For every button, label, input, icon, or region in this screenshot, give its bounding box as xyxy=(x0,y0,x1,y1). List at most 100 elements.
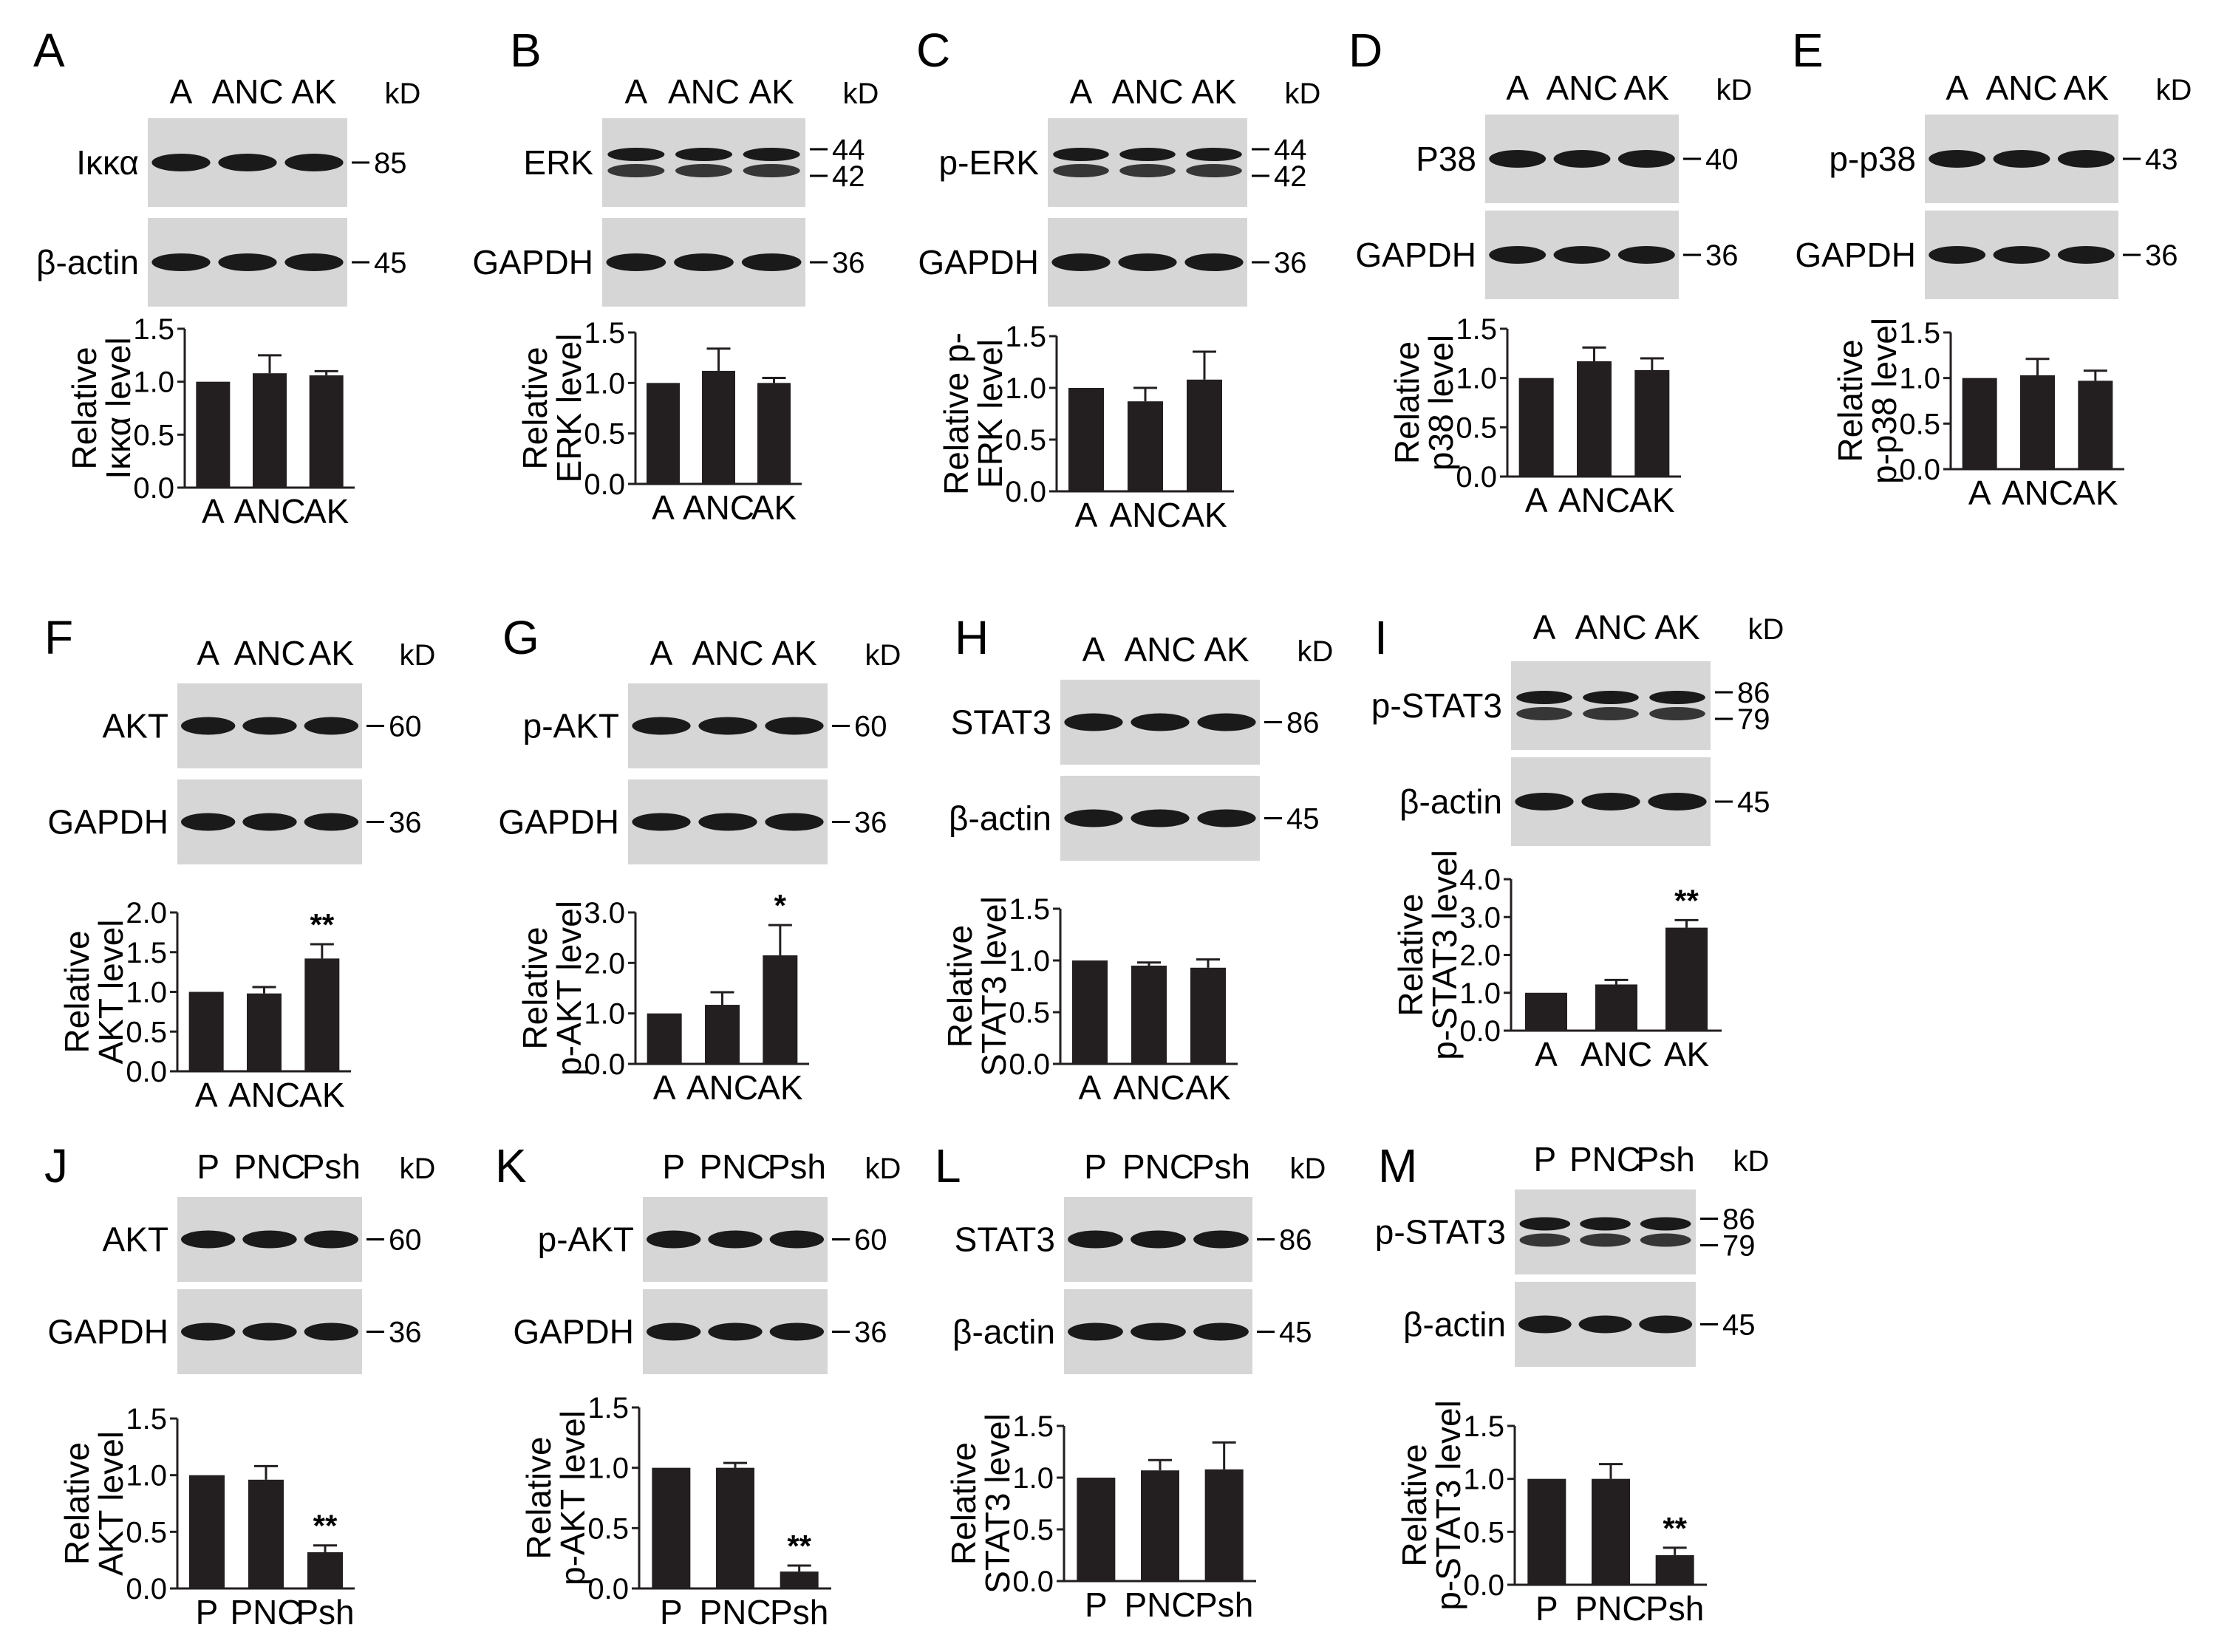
protein-band xyxy=(607,148,665,161)
protein-band xyxy=(1197,809,1256,827)
tick-label: 1.0 xyxy=(133,366,174,399)
protein-label: p-AKT xyxy=(523,707,619,745)
category-label: ANC xyxy=(228,1076,300,1114)
panel-letter: M xyxy=(1378,1139,1417,1192)
category-label: AK xyxy=(2073,474,2118,512)
bar xyxy=(1655,1554,1694,1585)
bar-chart: 0.0 0.5 1.0 1.5 2.0 A ANC ** AK RelativeAKT level xyxy=(58,897,351,1114)
bar xyxy=(702,370,735,484)
tick-label: 1.0 xyxy=(1899,363,1940,395)
bar-chart: 0.0 0.5 1.0 1.5 P PNC ** Psh RelativeAKT level xyxy=(58,1403,355,1631)
protein-band xyxy=(1519,1233,1571,1247)
bar xyxy=(253,373,287,488)
tick-label: 2.0 xyxy=(126,897,167,929)
tick-label: 0.0 xyxy=(1899,454,1940,486)
mw-label: 36 xyxy=(389,1317,422,1349)
y-axis-label-line: p38 level xyxy=(1422,335,1460,471)
tick-label: 0.5 xyxy=(1456,412,1497,444)
bar xyxy=(1518,378,1554,477)
tick-label: 0.0 xyxy=(1463,1569,1504,1602)
kd-label: kD xyxy=(2156,74,2192,106)
lane-label: P xyxy=(1533,1140,1556,1178)
protein-label: GAPDH xyxy=(1355,236,1476,274)
protein-band xyxy=(180,1230,236,1249)
mw-label: 44 xyxy=(832,134,865,166)
y-axis-label-line: Relative xyxy=(519,1436,558,1559)
protein-band xyxy=(2057,246,2115,264)
protein-label: STAT3 xyxy=(951,703,1051,742)
protein-label: GAPDH xyxy=(47,1313,168,1351)
significance-label: ** xyxy=(313,1509,338,1543)
protein-band xyxy=(1119,164,1176,177)
tick-label: 1.5 xyxy=(126,937,167,969)
lane-label: ANC xyxy=(1546,69,1617,107)
kd-label: kD xyxy=(865,1153,901,1185)
category-label: PNC xyxy=(699,1593,771,1631)
protein-band xyxy=(632,813,691,831)
lane-label: AK xyxy=(1204,630,1249,669)
tick-label: 0.5 xyxy=(1463,1516,1504,1549)
protein-band xyxy=(765,717,824,735)
bar xyxy=(1634,370,1670,477)
protein-band xyxy=(1649,707,1705,720)
protein-band xyxy=(1578,1315,1632,1334)
protein-band xyxy=(1118,253,1177,271)
protein-band xyxy=(674,253,734,271)
protein-band xyxy=(769,1230,825,1249)
category-label: PNC xyxy=(230,1593,301,1631)
y-axis-label: Relativep-STAT3 level xyxy=(1395,1400,1467,1611)
y-axis-label: RelativeAKT level xyxy=(58,919,130,1064)
bar xyxy=(1204,1469,1244,1581)
protein-band xyxy=(1639,1315,1693,1334)
mw-label: 79 xyxy=(1722,1230,1756,1263)
y-axis-label: Relativep38 level xyxy=(1388,335,1460,471)
bar xyxy=(2078,380,2113,469)
mw-label: 42 xyxy=(1274,160,1307,193)
y-axis-label-line: Relative xyxy=(1388,341,1426,464)
panel-letter: D xyxy=(1348,24,1382,77)
bar xyxy=(189,1475,225,1588)
y-axis-label-line: Relative xyxy=(1831,339,1869,462)
significance-label: ** xyxy=(310,907,334,942)
category-label: ANC xyxy=(686,1068,758,1107)
category-label: AK xyxy=(1181,496,1227,534)
lane-label: PNC xyxy=(1122,1147,1194,1186)
mw-label: 86 xyxy=(1737,677,1770,709)
mw-label: 60 xyxy=(389,1224,422,1257)
blot-image xyxy=(1048,118,1247,207)
protein-band xyxy=(242,813,297,831)
protein-band xyxy=(1516,691,1572,704)
bar-chart: 0.0 0.5 1.0 1.5 A ANC AK Relativep38 level xyxy=(1388,313,1681,519)
tick-label: 1.0 xyxy=(584,998,625,1031)
tick-label: 1.5 xyxy=(133,313,174,346)
protein-band xyxy=(1518,1315,1572,1334)
lane-label: PNC xyxy=(699,1147,771,1186)
y-axis-label: Relativep-AKT level xyxy=(519,1410,592,1586)
protein-label: GAPDH xyxy=(918,243,1039,281)
y-axis-label-line: Relative p- xyxy=(937,332,975,495)
bar-chart: 0.0 0.5 1.0 1.5 A ANC AK Relative p-ERK level xyxy=(937,321,1234,534)
mw-label: 36 xyxy=(1274,247,1307,279)
category-label: AK xyxy=(1629,481,1675,519)
category-label: A xyxy=(1968,474,1991,512)
category-label: AK xyxy=(1664,1035,1710,1074)
protein-band xyxy=(741,253,802,271)
protein-band xyxy=(1131,1322,1186,1341)
kd-label: kD xyxy=(1290,1153,1326,1185)
protein-band xyxy=(606,253,666,271)
tick-label: 0.0 xyxy=(126,1056,167,1088)
tick-label: 0.0 xyxy=(1456,461,1497,494)
protein-band xyxy=(1193,1230,1249,1249)
mw-label: 45 xyxy=(1279,1317,1312,1349)
protein-band xyxy=(1929,246,1986,264)
bar xyxy=(2020,375,2055,469)
protein-band xyxy=(675,148,732,161)
protein-band xyxy=(1068,1230,1123,1249)
protein-band xyxy=(1580,1217,1631,1231)
bar xyxy=(188,991,224,1071)
lane-label: AK xyxy=(2064,69,2110,107)
